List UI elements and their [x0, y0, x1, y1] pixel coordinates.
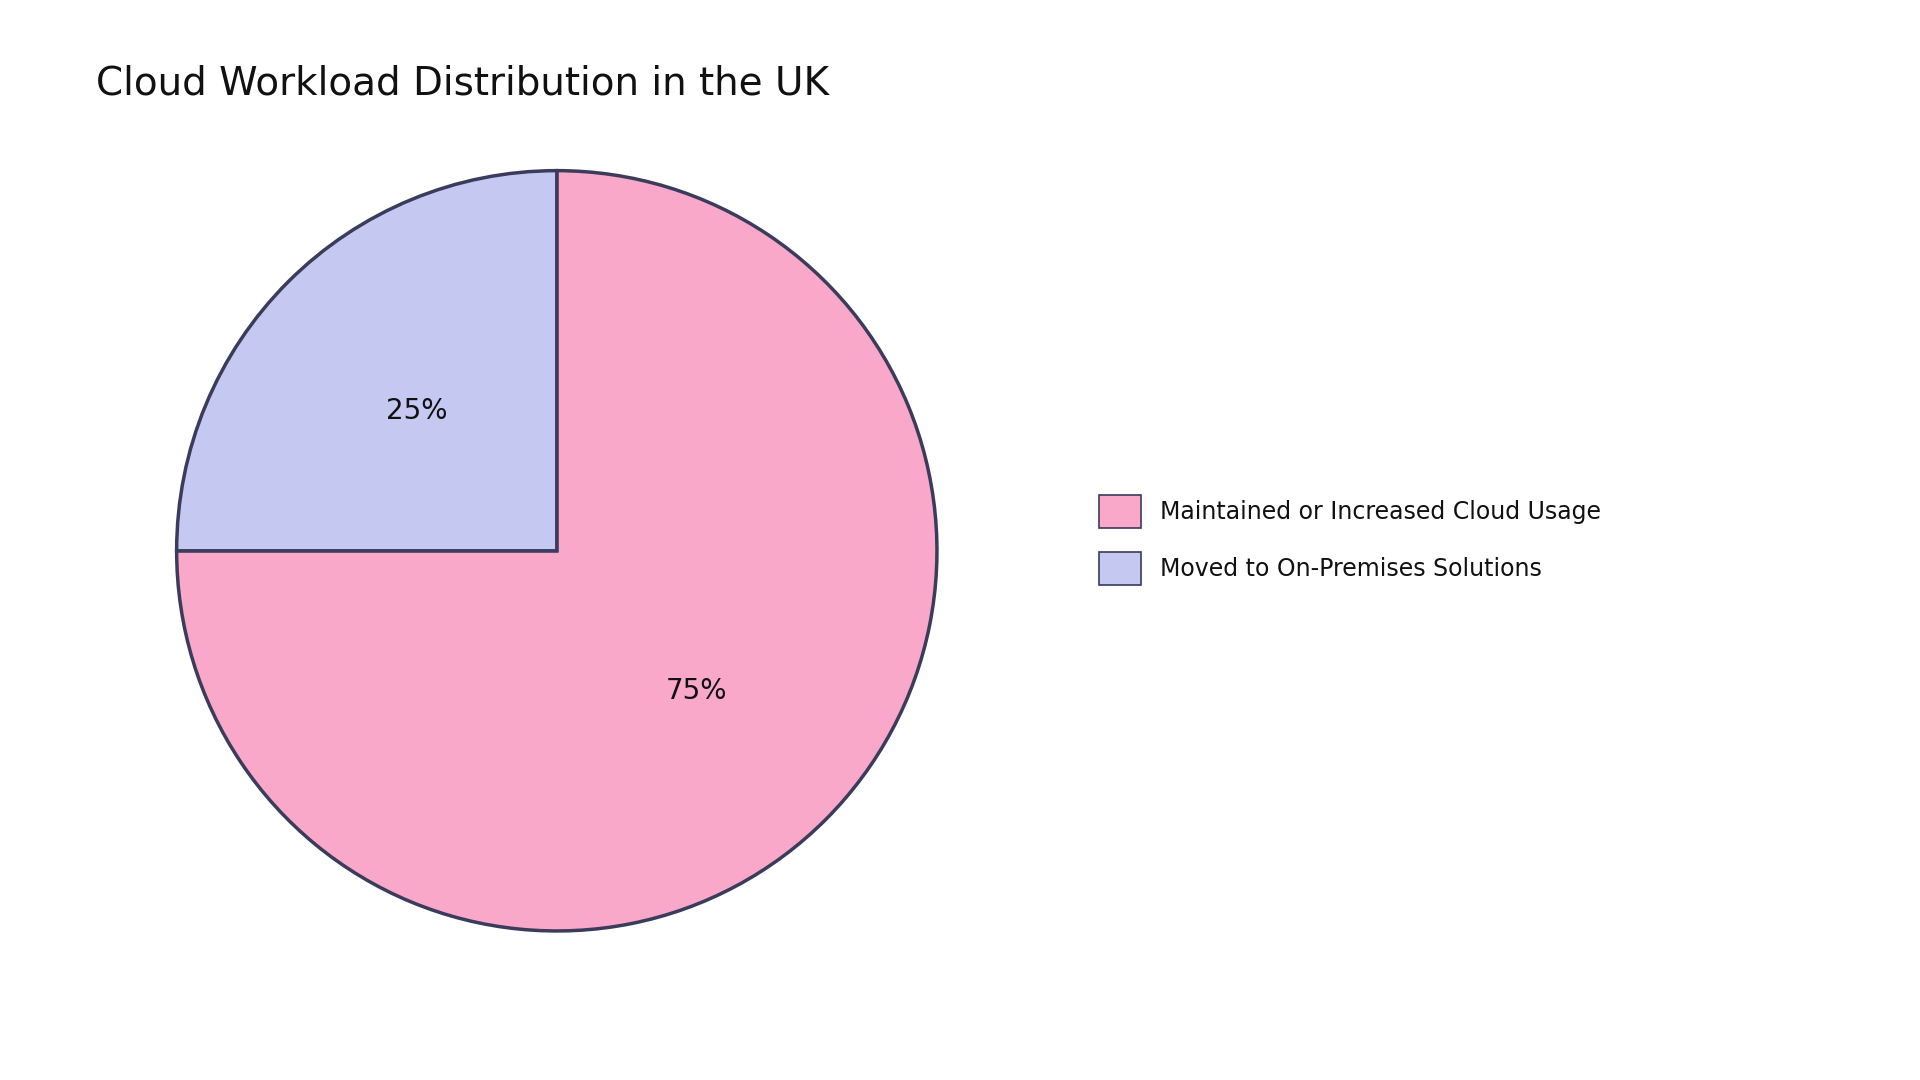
Text: 75%: 75% — [666, 676, 728, 704]
Wedge shape — [177, 171, 557, 551]
Legend: Maintained or Increased Cloud Usage, Moved to On-Premises Solutions: Maintained or Increased Cloud Usage, Mov… — [1087, 483, 1613, 597]
Wedge shape — [177, 171, 937, 931]
Text: 25%: 25% — [386, 397, 447, 426]
Text: Cloud Workload Distribution in the UK: Cloud Workload Distribution in the UK — [96, 65, 829, 103]
